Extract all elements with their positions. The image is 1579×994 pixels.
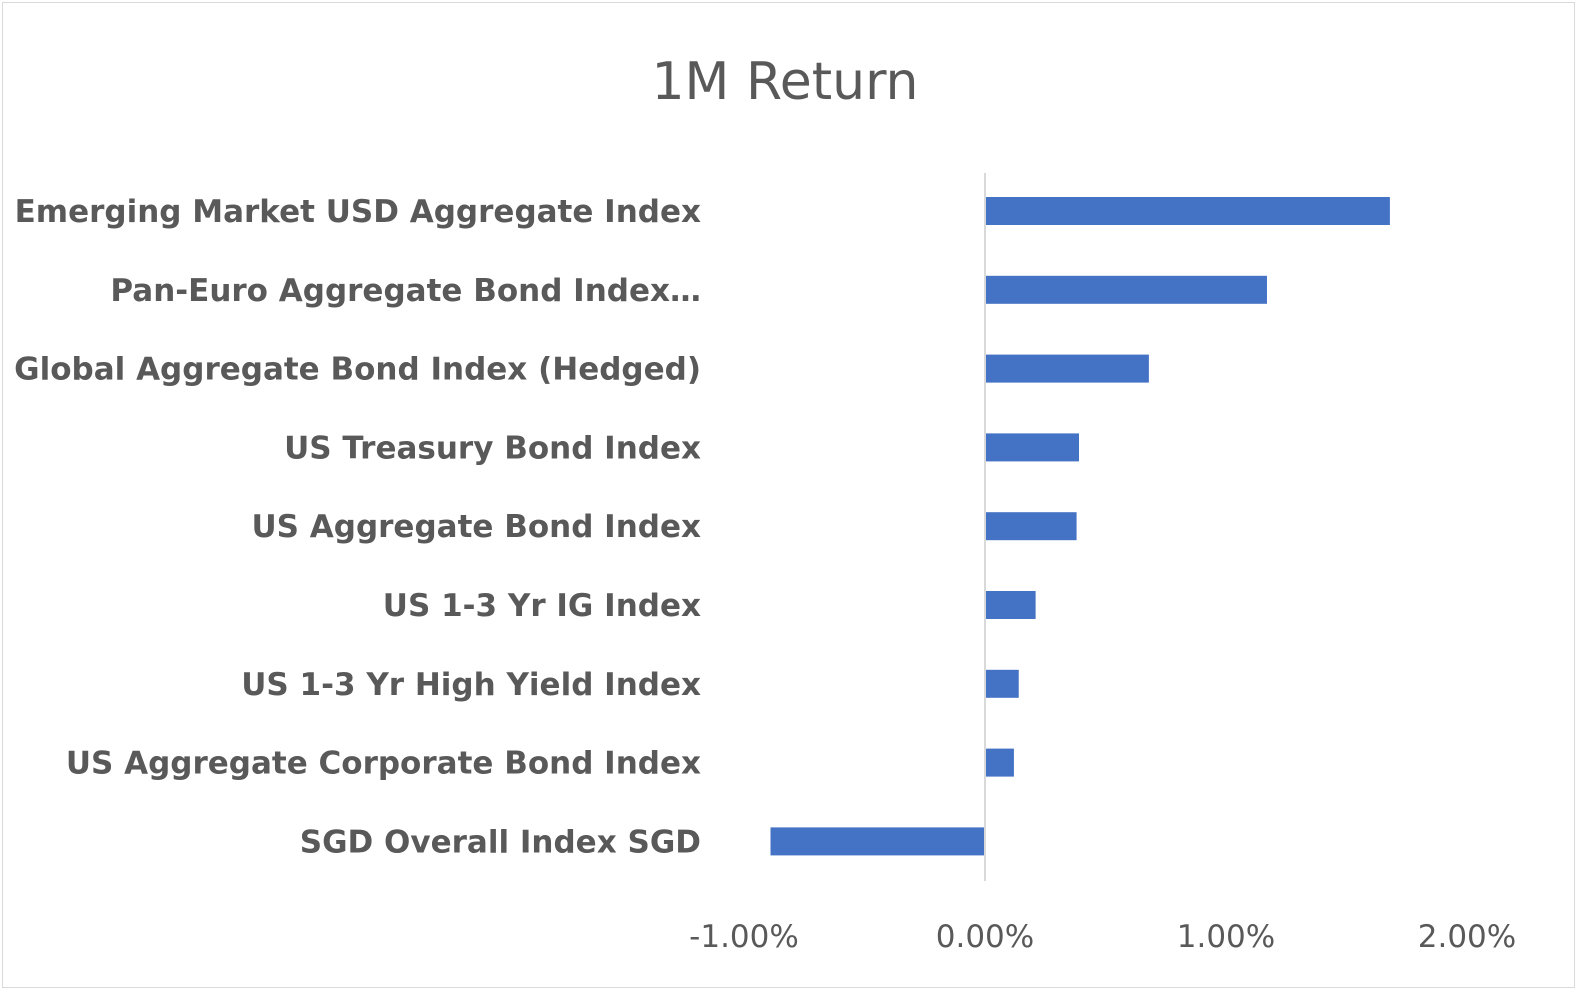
bar — [985, 433, 1079, 462]
x-tick-label: 1.00% — [1177, 919, 1275, 955]
bar — [770, 827, 985, 856]
x-axis-tick-labels: -1.00% 0.00% 1.00% 2.00% — [689, 919, 1516, 955]
category-label: US 1-3 Yr High Yield Index — [241, 667, 701, 703]
category-label: Pan-Euro Aggregate Bond Index… — [110, 273, 701, 309]
x-tick-label: -1.00% — [689, 919, 799, 955]
bar-chart: 1M Return Emerging Market USD Aggregate … — [14, 52, 1516, 955]
bar — [985, 197, 1390, 225]
category-label: Global Aggregate Bond Index (Hedged) — [14, 352, 701, 388]
category-label: US Aggregate Bond Index — [251, 509, 701, 545]
bar — [985, 275, 1267, 304]
bar — [985, 591, 1036, 619]
category-label: US Aggregate Corporate Bond Index — [66, 746, 701, 782]
category-labels: Emerging Market USD Aggregate Index Pan-E… — [14, 194, 701, 860]
x-tick-label: 0.00% — [936, 919, 1034, 955]
bars — [770, 197, 1390, 856]
x-tick-label: 2.00% — [1418, 919, 1516, 955]
chart-title: 1M Return — [651, 52, 918, 112]
bar — [985, 669, 1019, 698]
category-label: US 1-3 Yr IG Index — [383, 588, 701, 624]
category-label: SGD Overall Index SGD — [300, 824, 701, 860]
category-label: US Treasury Bond Index — [284, 430, 701, 466]
bar — [985, 512, 1077, 541]
bar — [985, 748, 1014, 777]
bar — [985, 354, 1149, 383]
category-label: Emerging Market USD Aggregate Index — [15, 194, 701, 230]
